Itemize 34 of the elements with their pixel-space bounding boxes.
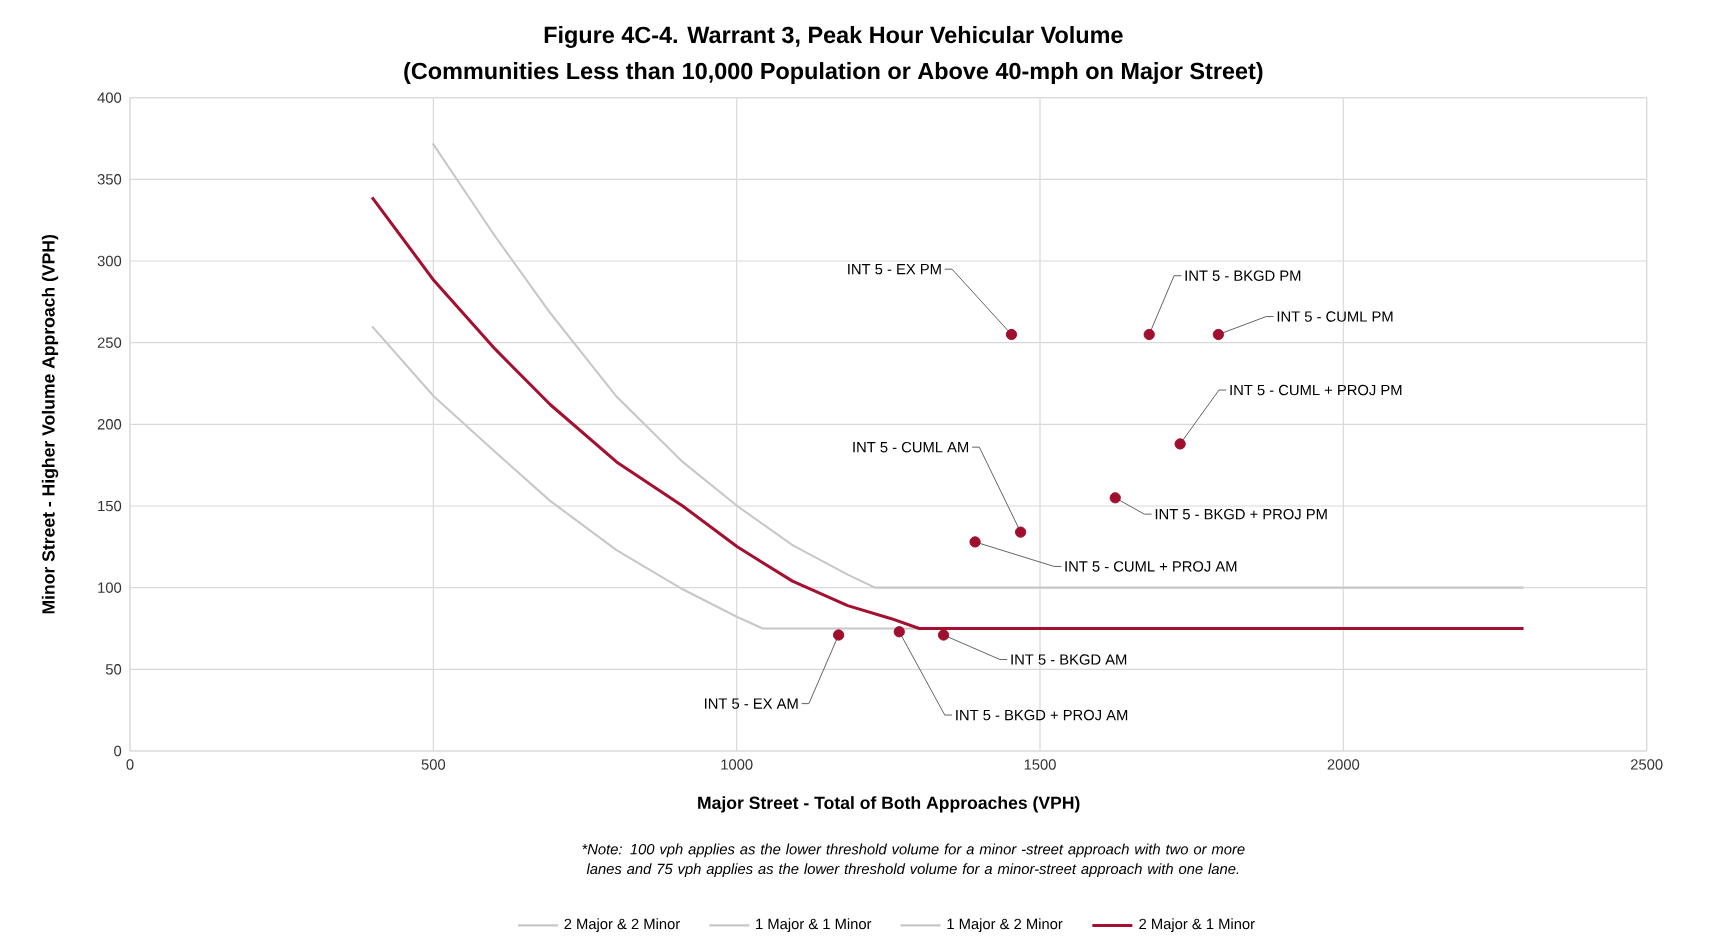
legend-label: 2 Major & 2 Minor xyxy=(564,918,680,933)
y-tick-label: 100 xyxy=(98,582,122,593)
y-tick-label: 350 xyxy=(97,174,122,185)
annotation: INT 5 - BKGD + PROJ PM xyxy=(1155,508,1327,520)
text: *Note: 100 vph applies as the lower threshold volume for a minor -street approach with two or more lanes and 75 vph applies as the lower threshold volume for a minor-street approach with one lane. xyxy=(582,843,1245,878)
x-tick-label: 2000 xyxy=(1327,759,1360,770)
chart-title: Figure 4C-4. Warrant 3, Peak Hour Vehicular Volume xyxy=(544,26,1123,48)
annotation: INT 5 - EX AM xyxy=(704,698,798,709)
x-tick-label: 500 xyxy=(421,759,446,770)
x-tick-label: 1500 xyxy=(1024,759,1056,770)
legend-label: 1 Major & 2 Minor xyxy=(947,918,1063,933)
y-tick-label: 50 xyxy=(105,664,122,675)
y-tick-label: 0 xyxy=(114,745,122,757)
annotation: INT 5 - CUML AM xyxy=(853,441,969,453)
x-tick-label: 1000 xyxy=(721,759,753,770)
y-tick-label: 400 xyxy=(97,92,122,103)
annotation: INT 5 - EX PM xyxy=(848,263,941,275)
annotation: INT 5 - BKGD PM xyxy=(1185,270,1301,281)
y-tick-label: 200 xyxy=(97,419,122,430)
y-tick-label: 250 xyxy=(97,337,122,348)
annotation: INT 5 - CUML + PROJ AM xyxy=(1065,561,1237,572)
legend-label: 2 Major & 1 Minor xyxy=(1139,918,1255,933)
x-tick-label: 0 xyxy=(126,759,134,770)
x-axis-title: Major Street - Total of Both Approaches (VPH) xyxy=(698,796,1080,813)
x-tick-label: 2500 xyxy=(1630,759,1663,770)
annotation: INT 5 - BKGD + PROJ AM xyxy=(956,709,1128,721)
annotation: INT 5 - CUML PM xyxy=(1277,311,1393,322)
legend-label: 1 Major & 1 Minor xyxy=(756,918,872,933)
annotation: INT 5 - BKGD AM xyxy=(1011,654,1127,665)
y-tick-label: 300 xyxy=(97,255,122,267)
y-tick-label: 150 xyxy=(98,500,122,512)
chart-subtitle: (Communities Less than 10,000 Population or Above 40-mph on Major Street) xyxy=(404,62,1263,84)
annotation: INT 5 - CUML + PROJ PM xyxy=(1230,384,1402,396)
y-axis-title: Minor Street - Higher Volume Approach (VPH) xyxy=(41,235,59,614)
